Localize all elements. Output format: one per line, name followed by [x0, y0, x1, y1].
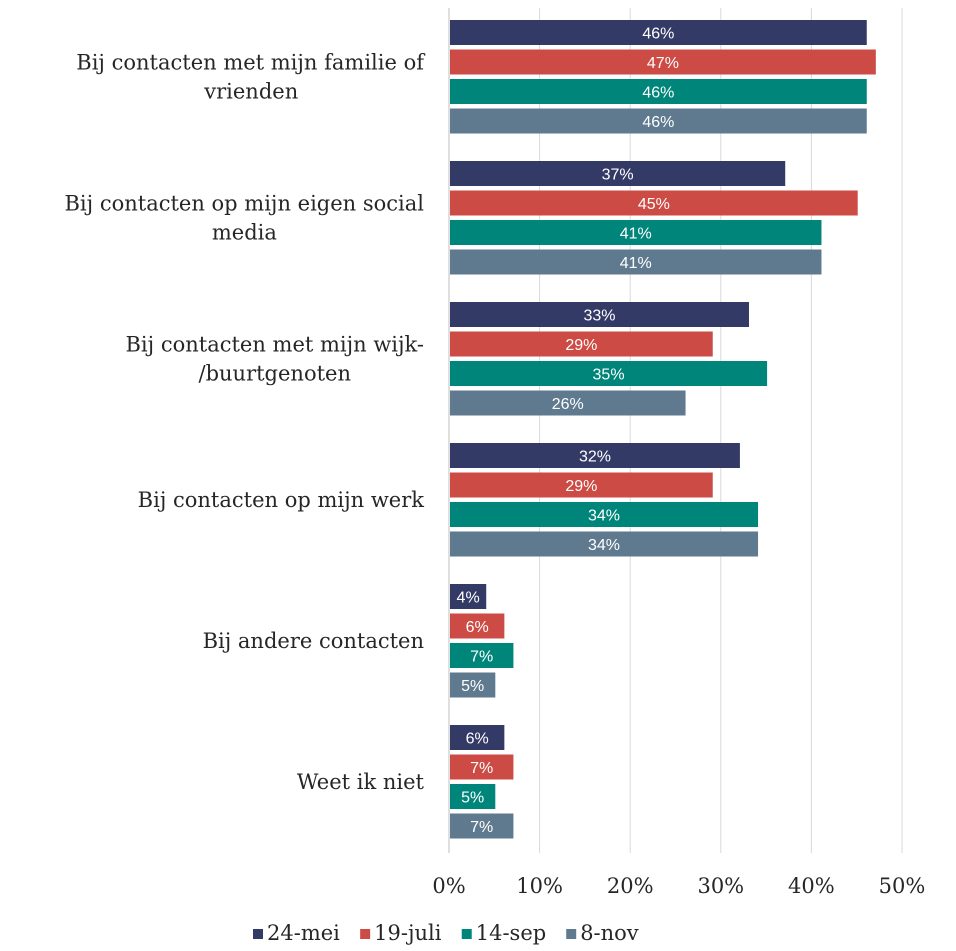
bar: [450, 108, 867, 134]
bar: [450, 784, 496, 809]
data-label: 41%: [620, 255, 652, 272]
x-tick-label: 20%: [607, 874, 654, 898]
legend-swatch: [566, 929, 577, 939]
category-label: /buurtgenoten: [199, 361, 351, 385]
bar: [450, 502, 759, 527]
data-label: 46%: [642, 26, 674, 43]
bar: [450, 331, 713, 357]
data-label: 47%: [647, 55, 679, 72]
bar: [450, 643, 514, 668]
data-label: 46%: [642, 85, 674, 102]
bar: [450, 20, 867, 45]
legend-label: 14-sep: [476, 921, 546, 945]
bar: [450, 361, 768, 386]
data-label: 34%: [588, 508, 620, 525]
category-label: Bij contacten met mijn familie of: [76, 50, 426, 74]
data-label: 35%: [593, 367, 625, 384]
legend-swatch: [461, 929, 472, 939]
data-label: 7%: [470, 760, 493, 777]
x-tick-label: 50%: [879, 874, 926, 898]
category-label: Weet ik niet: [297, 770, 425, 794]
bar: [450, 672, 496, 698]
legend-swatch: [253, 929, 263, 939]
data-labels: 46% 47% 46% 46% 37%45% 41% 41% 33% 29% 35% 26% 32% 2…: [457, 26, 679, 837]
x-tick-label: 40%: [788, 874, 835, 898]
data-label: 4%: [457, 590, 480, 607]
bars: [450, 20, 876, 839]
bar: [450, 49, 876, 75]
bar: [450, 754, 514, 780]
legend-label: 8-nov: [580, 921, 639, 945]
category-label: Bij contacten met mijn wijk-: [125, 332, 424, 356]
data-label: 29%: [565, 337, 597, 354]
x-tick-label: 30%: [697, 874, 744, 898]
data-label: 32%: [579, 449, 611, 466]
data-label: 26%: [552, 396, 584, 413]
bar: [450, 725, 505, 750]
bar: [450, 220, 822, 245]
data-label: 5%: [461, 678, 484, 695]
data-label: 7%: [470, 819, 493, 836]
x-tick-label: 0%: [432, 874, 465, 898]
bar: [450, 443, 740, 468]
legend-swatch: [360, 929, 371, 939]
bar: [450, 584, 487, 609]
data-label: 46%: [642, 114, 674, 131]
bar: [450, 813, 514, 839]
bar: [450, 613, 505, 639]
x-tick-label: 10%: [516, 874, 563, 898]
category-label: media: [212, 220, 277, 244]
bar: [450, 161, 786, 186]
data-label: 41%: [620, 226, 652, 243]
data-label: 33%: [583, 308, 615, 325]
data-label: 7%: [470, 649, 493, 666]
bar: [450, 531, 759, 557]
bar: [450, 472, 713, 498]
legend: 24-mei 19-juli 14-sep 8-nov: [253, 921, 639, 945]
data-label: 5%: [461, 790, 484, 807]
bar: [450, 79, 867, 104]
x-axis-tick-labels: 0% 10% 20% 30% 40% 50%: [432, 874, 925, 898]
data-label: 45%: [638, 196, 670, 213]
data-label: 34%: [588, 537, 620, 554]
category-label: Bij contacten op mijn eigen social: [64, 191, 424, 215]
bar: [450, 190, 858, 216]
bar: [450, 302, 749, 327]
legend-label: 24-mei: [267, 921, 340, 945]
data-label: 6%: [466, 619, 489, 636]
bar: [450, 390, 686, 416]
bar: [450, 249, 822, 275]
data-label: 37%: [602, 167, 634, 184]
data-label: 29%: [565, 478, 597, 495]
gridlines: [448, 8, 903, 853]
data-label: 6%: [466, 731, 489, 748]
category-label: Bij andere contacten: [203, 629, 424, 653]
category-label: Bij contacten op mijn werk: [138, 488, 425, 512]
category-label: vrienden: [203, 79, 298, 103]
legend-label: 19-juli: [374, 921, 442, 945]
category-labels: Bij contacten met mijn familie of vriende…: [64, 50, 426, 794]
